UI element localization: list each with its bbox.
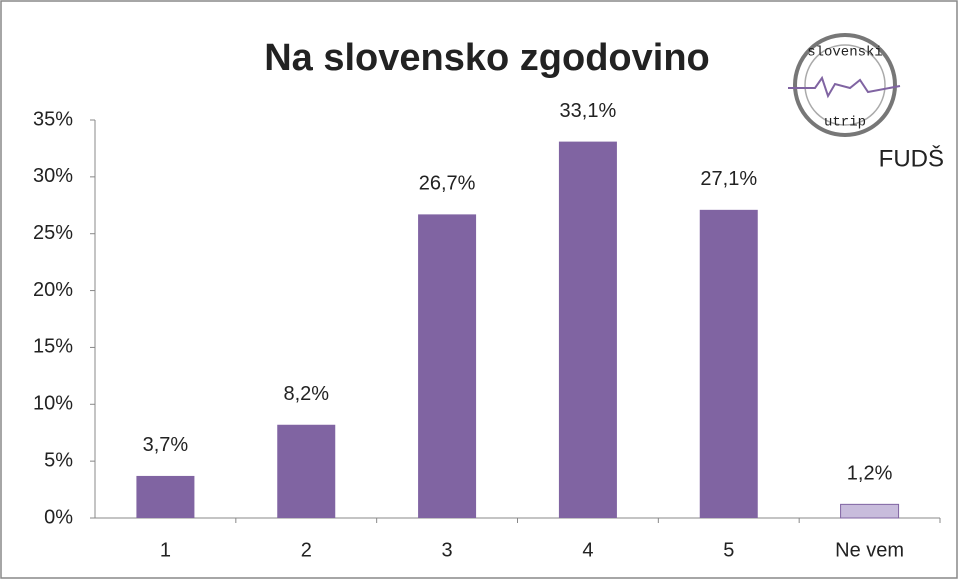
x-tick-label: 3	[442, 539, 453, 561]
y-tick-label: 15%	[33, 336, 73, 358]
data-label: 27,1%	[700, 168, 757, 190]
data-label: 1,2%	[847, 463, 893, 485]
logo-top: slovenski	[807, 45, 883, 61]
x-tick-label: 1	[160, 539, 171, 561]
logo-ring-inner	[804, 44, 886, 126]
logo-bottom: utrip	[824, 115, 866, 131]
bar	[699, 209, 758, 518]
x-tick-label: 2	[301, 539, 312, 561]
y-tick-label: 20%	[33, 279, 73, 301]
data-label: 26,7%	[419, 173, 476, 195]
data-label: 33,1%	[560, 100, 617, 122]
y-tick-label: 25%	[33, 222, 73, 244]
data-label: 3,7%	[143, 434, 189, 456]
bar	[558, 141, 617, 518]
y-tick-label: 0%	[44, 506, 73, 528]
bar	[136, 475, 195, 518]
bar	[277, 424, 336, 518]
logo-pulse	[788, 75, 901, 99]
x-tick-label: 4	[582, 539, 593, 561]
logo-ring	[793, 33, 897, 137]
y-tick-label: 35%	[33, 108, 73, 130]
y-tick-label: 10%	[33, 393, 73, 415]
chart-title: Na slovensko zgodovino	[264, 37, 710, 79]
x-tick-label: 5	[723, 539, 734, 561]
y-tick-label: 5%	[44, 449, 73, 471]
logo-org: FUDŠ	[879, 144, 944, 172]
data-label: 8,2%	[283, 383, 329, 405]
y-tick-label: 30%	[33, 165, 73, 187]
logo: slovenski utrip FUDŠ	[788, 33, 944, 172]
bar	[840, 503, 900, 519]
bar	[418, 214, 477, 518]
x-tick-label: Ne vem	[835, 539, 904, 561]
